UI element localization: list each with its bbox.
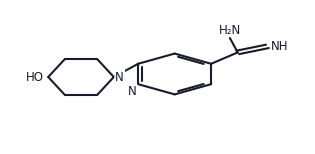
Text: N: N [115,71,124,83]
Text: H₂N: H₂N [219,24,241,36]
Text: NH: NH [271,40,288,53]
Text: N: N [128,85,137,98]
Text: HO: HO [26,71,43,83]
